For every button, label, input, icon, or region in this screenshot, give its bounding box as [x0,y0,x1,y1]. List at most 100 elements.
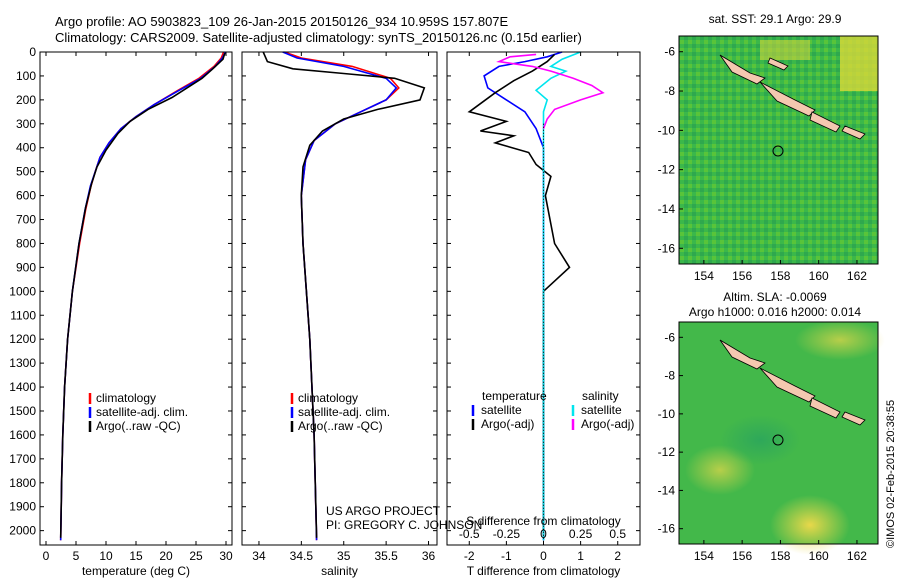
island-outline [767,57,789,71]
x-tick-label: 10 [99,549,113,563]
map-y-tick-label: -14 [658,483,676,497]
island-outline [809,111,841,133]
y-tick-label: 900 [16,260,36,274]
legend-label: satellite [581,403,622,417]
sla-anomaly-blob [795,320,885,360]
x-tick-label: 15 [129,549,143,563]
legend-label: Argo(..raw -QC) [298,419,383,433]
y-tick-label: 1700 [9,452,36,466]
axes-frame [39,51,233,546]
y-tick-label: 1200 [9,332,36,346]
y-tick-label: 800 [16,236,36,250]
x-tick-label: -2 [464,549,475,563]
axes-frame [241,51,438,546]
sla-map-title: Altim. SLA: -0.0069 [723,290,827,304]
y-tick-label: 1500 [9,404,36,418]
legend-label: satellite-adj. clim. [298,405,390,419]
x-tick-label: 34.5 [290,549,314,563]
legend-label: satellite-adj. clim. [96,405,188,419]
x-tick-label: 20 [159,549,173,563]
temperature-panel: 0100200300400500600700800900100011001200… [9,45,233,578]
map-y-tick-label: -10 [658,407,676,421]
sst-map: sat. SST: 29.1 Argo: 29.9 154 156 158 160 16… [658,12,879,283]
map-x-tick-label: 162 [847,269,867,283]
x-tick-label: 34 [252,549,266,563]
legend-title: salinity [582,389,619,403]
y-tick-label: 200 [16,93,36,107]
map-y-tick-label: -12 [658,163,676,177]
legend-title: temperature [482,389,547,403]
x2-tick-label: 0.5 [609,527,626,541]
x-tick-label: 25 [189,549,203,563]
x-tick-label: 0 [540,549,547,563]
series-line [59,52,226,538]
map-y-tick-label: -16 [658,241,676,255]
sla-map-subtitle: Argo h1000: 0.016 h2000: 0.014 [689,305,861,319]
sst-map-frame [678,35,879,265]
legend-label: satellite [481,403,522,417]
legend-label: Argo(-adj) [581,417,634,431]
figure-title-line1: Argo profile: AO 5903823_109 26-Jan-2015… [55,14,509,29]
y-tick-label: 100 [16,69,36,83]
x-tick-label: -1 [501,549,512,563]
legend-label: climatology [298,391,358,405]
y-tick-label: 1400 [9,380,36,394]
x-tick-label: 30 [219,549,233,563]
sla-anomaly-blob [720,415,800,465]
island-outline [841,411,866,426]
sst-map-title: sat. SST: 29.1 Argo: 29.9 [709,12,842,26]
series-line [284,51,400,541]
x2-tick-label: 0 [540,527,547,541]
series-line [59,51,225,541]
map-y-tick-label: -16 [658,522,676,536]
sla-map-frame [678,321,879,545]
y-tick-label: 400 [16,141,36,155]
map-x-tick-label: 154 [694,269,714,283]
map-y-tick-label: -8 [664,369,675,383]
x2-tick-label: -0.25 [493,527,521,541]
y-tick-label: 1800 [9,476,36,490]
map-y-tick-label: -10 [658,123,676,137]
series-line [467,53,571,538]
series-line [59,51,227,541]
map-x-tick-label: 154 [694,549,714,563]
annotation-project: US ARGO PROJECT [326,504,441,518]
x-tick-label: 35 [337,549,351,563]
series-line [262,51,426,538]
map-x-tick-label: 156 [732,269,752,283]
x-tick-label: 1 [577,549,584,563]
imos-credit: ©IMOS 02-Feb-2015 20:38:55 [885,400,897,548]
sst-yellow-patch [760,40,810,60]
y-tick-label: 1900 [9,500,36,514]
series-line [534,51,581,541]
island-outline [719,54,766,85]
island-outline [841,125,866,140]
figure-title-line2: Climatology: CARS2009. Satellite-adjuste… [55,30,582,45]
x-tick-label: 2 [614,549,621,563]
x-axis-label: temperature (deg C) [82,564,190,578]
series-line [496,53,605,129]
x2-axis-label: S difference from climatology [466,514,621,528]
map-x-tick-label: 162 [847,549,867,563]
y-tick-label: 1300 [9,356,36,370]
argo-position-marker [772,434,784,446]
y-tick-label: 500 [16,165,36,179]
island-outline [809,397,841,419]
map-x-tick-label: 160 [809,269,829,283]
x2-tick-label: 0.25 [569,527,593,541]
series-line [282,51,398,541]
y-tick-label: 1600 [9,428,36,442]
salinity-panel: 34 34.5 35 35.5 36 salinity climatologysatelli… [241,51,482,578]
map-y-tick-label: -12 [658,445,676,459]
sst-warm-patch [840,36,878,91]
x-tick-label: 0 [43,549,50,563]
sla-map: Altim. SLA: -0.0069 Argo h1000: 0.016 h2… [658,290,885,563]
sla-anomaly-blob [770,495,850,555]
difference-panel: -2 -1 0 1 2T difference from climatology -0.5… [446,51,641,578]
map-y-tick-label: -8 [664,84,675,98]
y-tick-label: 2000 [9,524,36,538]
map-y-tick-label: -6 [664,330,675,344]
x-tick-label: 36 [422,549,436,563]
legend-label: Argo(..raw -QC) [96,419,181,433]
